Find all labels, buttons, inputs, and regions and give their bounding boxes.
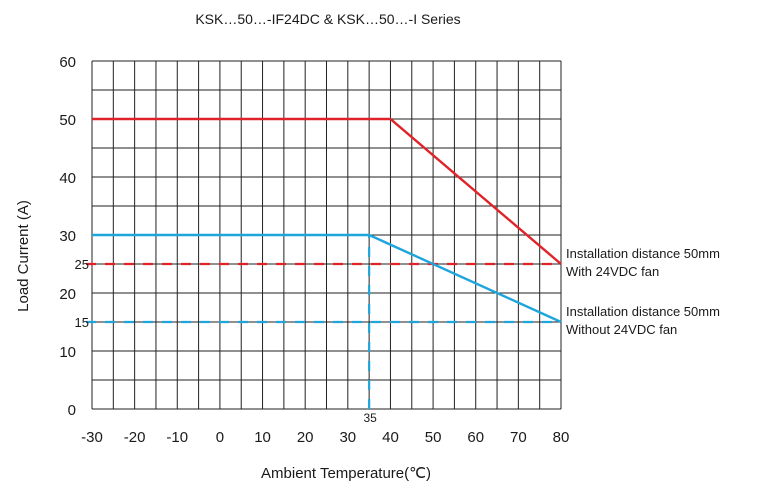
- chart-title: KSK…50…-IF24DC & KSK…50…-I Series: [195, 11, 460, 27]
- series-annotation-line: With 24VDC fan: [566, 264, 659, 279]
- x-tick-label: -10: [166, 429, 188, 446]
- x-tick-label: -20: [124, 429, 146, 446]
- series-lines: [92, 117, 562, 324]
- x-tick-label: 20: [297, 429, 314, 446]
- series-annotation-1: Installation distance 50mm With 24VDC fan: [566, 246, 720, 279]
- y-tick-label: 10: [59, 344, 76, 361]
- x-tick-label: 40: [382, 429, 399, 446]
- y-axis-label: Load Current (A): [15, 200, 32, 312]
- x-tick-label: 50: [425, 429, 442, 446]
- y-axis-ticks: 0 10 20 30 40 50 60: [59, 54, 76, 419]
- x-tick-label: 80: [553, 429, 570, 446]
- x-tick-label: 0: [216, 429, 224, 446]
- series-annotation-2: Installation distance 50mm Without 24VDC …: [566, 304, 720, 337]
- series-annotation-line: Installation distance 50mm: [566, 304, 720, 319]
- series-annotation-line: Without 24VDC fan: [566, 322, 677, 337]
- series-annotation-line: Installation distance 50mm: [566, 246, 720, 261]
- x-tick-label: -30: [81, 429, 103, 446]
- y-tick-label: 20: [59, 286, 76, 303]
- reference-label-15: 15: [75, 315, 89, 330]
- series-line-2: [92, 233, 562, 324]
- x-tick-label: 70: [510, 429, 527, 446]
- y-tick-label: 40: [59, 170, 76, 187]
- x-tick-label: 30: [339, 429, 356, 446]
- annotations: Installation distance 50mm With 24VDC fan…: [566, 246, 720, 337]
- reference-label-35: 35: [363, 411, 377, 425]
- y-tick-label: 0: [68, 402, 76, 419]
- y-tick-label: 50: [59, 112, 76, 129]
- reference-label-25: 25: [75, 257, 89, 272]
- series-line-1: [92, 117, 562, 265]
- reference-lines: 25 15 35: [75, 235, 561, 425]
- y-tick-label: 30: [59, 228, 76, 245]
- x-tick-label: 60: [467, 429, 484, 446]
- x-axis-label: Ambient Temperature(℃): [261, 465, 431, 482]
- x-axis-ticks: -30 -20 -10 0 10 20 30 40 50 60 70 80: [81, 429, 569, 446]
- x-tick-label: 10: [254, 429, 271, 446]
- y-tick-label: 60: [59, 54, 76, 71]
